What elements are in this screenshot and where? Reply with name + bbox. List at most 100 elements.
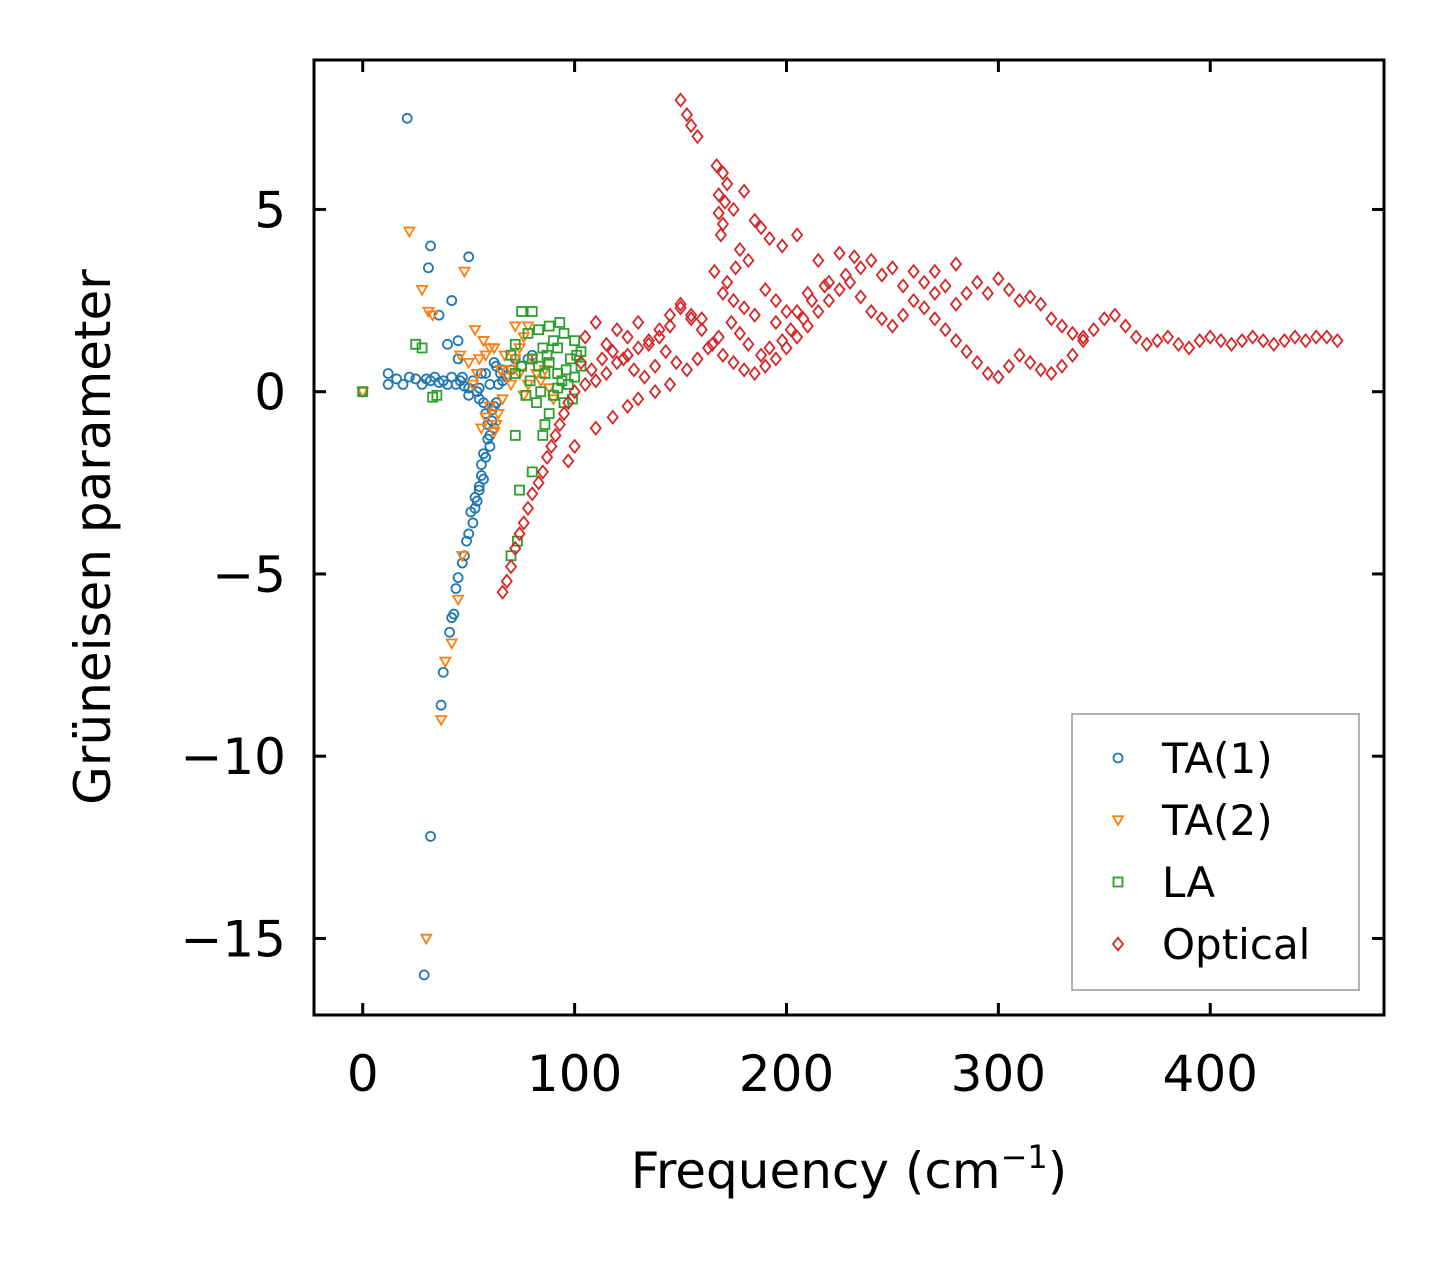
data-point bbox=[896, 278, 910, 294]
data-point bbox=[733, 325, 747, 342]
y-tick-label: −15 bbox=[180, 910, 286, 968]
data-point bbox=[463, 251, 475, 263]
data-point bbox=[401, 112, 413, 124]
data-point bbox=[526, 353, 538, 365]
data-point bbox=[532, 475, 545, 491]
data-point bbox=[790, 329, 804, 345]
data-point bbox=[585, 362, 598, 378]
data-point bbox=[552, 342, 564, 354]
data-point bbox=[684, 117, 698, 134]
data-point bbox=[822, 292, 836, 309]
y-tick-label: −10 bbox=[180, 728, 286, 786]
data-point bbox=[737, 362, 751, 378]
data-point bbox=[483, 401, 497, 414]
data-point bbox=[1151, 332, 1164, 349]
data-point bbox=[638, 369, 651, 385]
data-point bbox=[541, 349, 553, 361]
data-point bbox=[508, 321, 522, 333]
data-point bbox=[684, 307, 698, 323]
data-point bbox=[589, 373, 602, 389]
data-point bbox=[535, 386, 547, 398]
data-point bbox=[695, 311, 708, 327]
x-tick-label: 200 bbox=[739, 1045, 834, 1103]
data-point bbox=[474, 423, 488, 435]
data-point bbox=[403, 371, 415, 383]
data-point bbox=[801, 285, 814, 301]
data-point bbox=[520, 389, 532, 401]
data-point bbox=[382, 379, 394, 390]
x-tick-label: 400 bbox=[1163, 1045, 1258, 1103]
data-point bbox=[606, 343, 619, 360]
legend-label: LA bbox=[1162, 858, 1215, 907]
data-point bbox=[784, 322, 797, 338]
data-point bbox=[833, 281, 846, 298]
data-point bbox=[456, 371, 468, 383]
data-point bbox=[896, 307, 910, 323]
data-point bbox=[1119, 318, 1132, 334]
data-point bbox=[1161, 329, 1175, 345]
data-point bbox=[568, 384, 581, 400]
data-point bbox=[575, 360, 587, 372]
data-point bbox=[776, 238, 789, 254]
data-point bbox=[805, 292, 819, 309]
data-point bbox=[524, 375, 536, 387]
data-point bbox=[949, 256, 963, 272]
legend-label: Optical bbox=[1162, 920, 1310, 969]
y-tick-label: 0 bbox=[254, 364, 286, 422]
plot-frame bbox=[312, 58, 1386, 1017]
data-point bbox=[480, 368, 492, 379]
data-point bbox=[549, 427, 562, 444]
data-point bbox=[776, 332, 789, 349]
data-point bbox=[653, 329, 666, 345]
data-point bbox=[992, 369, 1005, 385]
data-point bbox=[754, 219, 768, 236]
data-point bbox=[489, 419, 503, 432]
data-point bbox=[716, 165, 730, 181]
data-point bbox=[727, 201, 740, 218]
data-point bbox=[562, 453, 575, 469]
data-point bbox=[416, 342, 428, 354]
data-point bbox=[1034, 296, 1047, 312]
data-point bbox=[1045, 365, 1058, 382]
data-point bbox=[504, 558, 518, 575]
data-point bbox=[1172, 336, 1185, 353]
data-point bbox=[610, 322, 624, 338]
data-point bbox=[475, 459, 487, 470]
data-point bbox=[434, 715, 448, 727]
data-point bbox=[540, 449, 554, 465]
data-point bbox=[1098, 311, 1111, 327]
data-point bbox=[553, 416, 566, 433]
data-point bbox=[663, 376, 677, 393]
data-point bbox=[467, 517, 479, 529]
y-tick-label: 5 bbox=[254, 181, 286, 239]
data-point bbox=[790, 227, 804, 243]
data-point bbox=[981, 285, 994, 301]
data-point bbox=[446, 295, 458, 306]
data-point bbox=[918, 274, 931, 291]
data-point bbox=[484, 379, 496, 390]
data-point bbox=[790, 303, 804, 320]
data-point bbox=[1076, 329, 1090, 345]
data-point bbox=[504, 379, 518, 392]
data-point bbox=[748, 212, 761, 229]
data-point bbox=[1108, 307, 1122, 323]
data-point bbox=[600, 365, 613, 382]
data-point bbox=[981, 365, 994, 382]
data-point bbox=[1320, 329, 1333, 345]
data-point bbox=[533, 360, 544, 372]
data-point bbox=[522, 327, 534, 339]
data-point bbox=[1310, 329, 1323, 345]
data-point bbox=[648, 358, 662, 374]
data-point bbox=[960, 343, 973, 360]
data-point bbox=[484, 440, 496, 452]
data-point bbox=[737, 300, 751, 316]
data-point bbox=[875, 267, 888, 283]
data-point bbox=[463, 528, 475, 540]
data-point bbox=[516, 360, 528, 372]
data-point bbox=[425, 830, 436, 842]
data-point bbox=[539, 368, 551, 379]
data-point bbox=[455, 551, 469, 563]
data-point bbox=[542, 383, 556, 395]
data-point bbox=[509, 540, 522, 557]
data-point bbox=[589, 314, 602, 331]
